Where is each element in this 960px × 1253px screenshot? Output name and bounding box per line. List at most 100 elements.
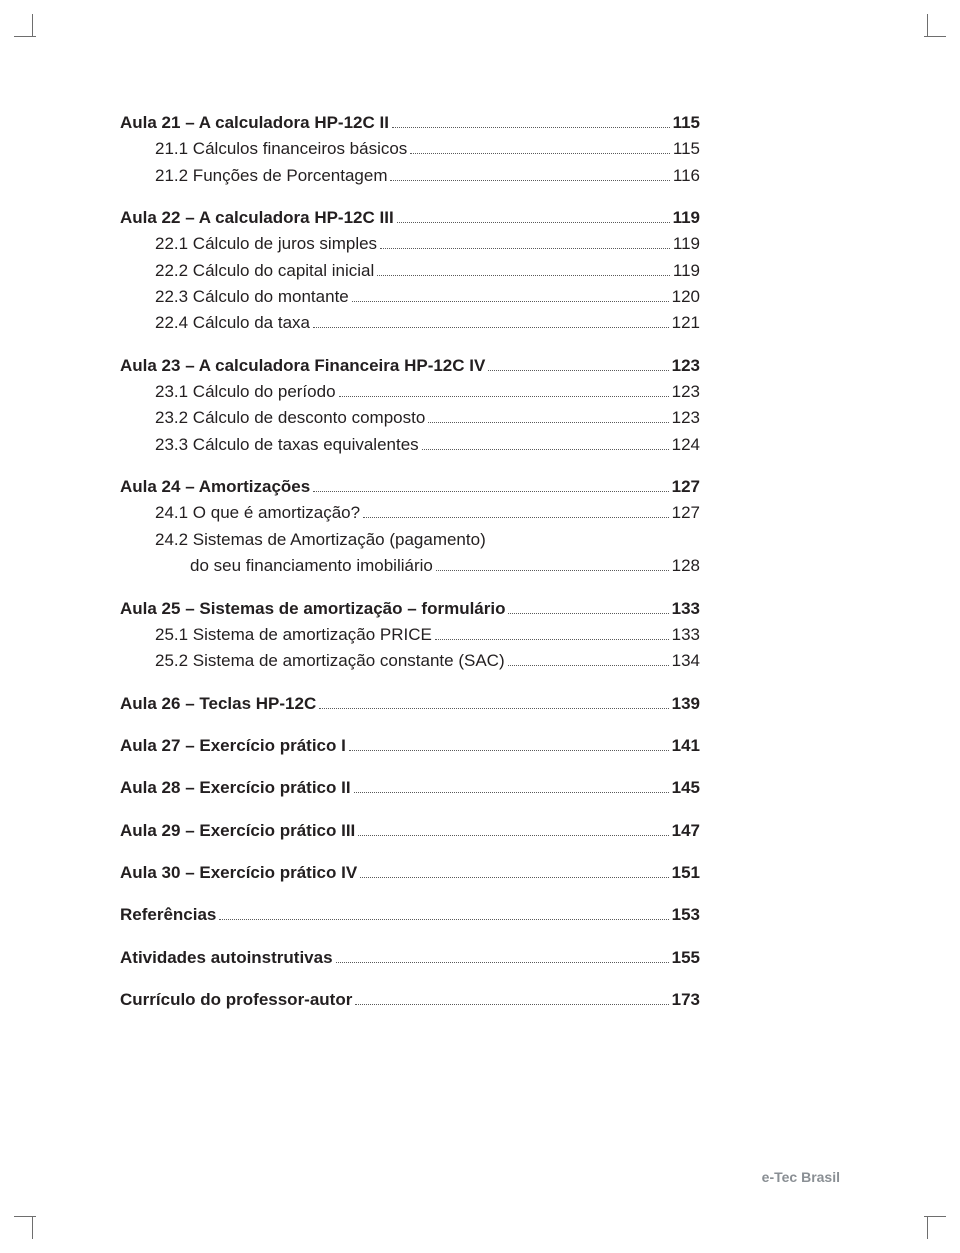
dot-leader bbox=[380, 248, 670, 249]
toc-heading-page: 127 bbox=[672, 474, 700, 500]
toc-heading-row: Aula 28 – Exercício prático II 145 bbox=[120, 775, 700, 801]
toc-item-page: 124 bbox=[672, 432, 700, 458]
toc-group: Aula 26 – Teclas HP-12C139 bbox=[120, 691, 700, 717]
dot-leader bbox=[349, 750, 669, 751]
toc-item-continuation-label: do seu financiamento imobiliário bbox=[190, 553, 433, 579]
toc-group: Aula 27 – Exercício prático I 141 bbox=[120, 733, 700, 759]
toc-item-page: 128 bbox=[672, 553, 700, 579]
toc-group: Currículo do professor-autor 173 bbox=[120, 987, 700, 1013]
dot-leader bbox=[410, 153, 670, 154]
toc-heading-label: Atividades autoinstrutivas bbox=[120, 945, 333, 971]
toc-group: Referências 153 bbox=[120, 902, 700, 928]
toc-item-page: 119 bbox=[673, 231, 700, 257]
dot-leader bbox=[363, 517, 669, 518]
dot-leader bbox=[358, 835, 668, 836]
toc-heading-page: 141 bbox=[672, 733, 700, 759]
toc-heading-label: Aula 27 – Exercício prático I bbox=[120, 733, 346, 759]
toc-heading-label: Aula 22 – A calculadora HP-12C III bbox=[120, 205, 394, 231]
toc-group: Aula 28 – Exercício prático II 145 bbox=[120, 775, 700, 801]
toc-item-label: 21.2 Funções de Porcentagem bbox=[155, 163, 387, 189]
dot-leader bbox=[435, 639, 669, 640]
dot-leader bbox=[508, 613, 668, 614]
toc-heading-label: Aula 21 – A calculadora HP-12C II bbox=[120, 110, 389, 136]
toc-heading-row: Aula 23 – A calculadora Financeira HP-12… bbox=[120, 353, 700, 379]
dot-leader bbox=[354, 792, 669, 793]
dot-leader bbox=[336, 962, 669, 963]
toc-heading-label: Aula 29 – Exercício prático III bbox=[120, 818, 355, 844]
toc-group: Aula 21 – A calculadora HP-12C II11521.1… bbox=[120, 110, 700, 189]
toc-heading-row: Aula 30 – Exercício prático IV 151 bbox=[120, 860, 700, 886]
toc-item-row: 23.1 Cálculo do período123 bbox=[120, 379, 700, 405]
dot-leader bbox=[392, 127, 670, 128]
toc-item-label: 23.2 Cálculo de desconto composto bbox=[155, 405, 425, 431]
toc-item-row: 21.1 Cálculos financeiros básicos115 bbox=[120, 136, 700, 162]
dot-leader bbox=[390, 180, 669, 181]
toc-item-row: 25.2 Sistema de amortização constante (S… bbox=[120, 648, 700, 674]
toc-item-row: 22.2 Cálculo do capital inicial119 bbox=[120, 258, 700, 284]
toc-item-page: 134 bbox=[672, 648, 700, 674]
toc-item-row: 22.3 Cálculo do montante 120 bbox=[120, 284, 700, 310]
dot-leader bbox=[488, 370, 668, 371]
toc-heading-label: Aula 24 – Amortizações bbox=[120, 474, 310, 500]
toc-item-label: 25.1 Sistema de amortização PRICE bbox=[155, 622, 432, 648]
toc-heading-row: Atividades autoinstrutivas155 bbox=[120, 945, 700, 971]
toc-item-continuation-row: do seu financiamento imobiliário 128 bbox=[120, 553, 700, 579]
dot-leader bbox=[352, 301, 669, 302]
toc-heading-page: 153 bbox=[672, 902, 700, 928]
toc-item-row: 25.1 Sistema de amortização PRICE133 bbox=[120, 622, 700, 648]
toc-group: Aula 23 – A calculadora Financeira HP-12… bbox=[120, 353, 700, 458]
toc-item-row: 21.2 Funções de Porcentagem 116 bbox=[120, 163, 700, 189]
toc-heading-row: Aula 24 – Amortizações 127 bbox=[120, 474, 700, 500]
toc-item-row: 24.2 Sistemas de Amortização (pagamento) bbox=[120, 527, 700, 553]
toc-item-page: 127 bbox=[672, 500, 700, 526]
dot-leader bbox=[436, 570, 669, 571]
toc-item-page: 119 bbox=[673, 258, 700, 284]
dot-leader bbox=[428, 422, 668, 423]
dot-leader bbox=[397, 222, 670, 223]
toc-group: Atividades autoinstrutivas155 bbox=[120, 945, 700, 971]
toc-item-row: 24.1 O que é amortização? 127 bbox=[120, 500, 700, 526]
dot-leader bbox=[313, 327, 669, 328]
toc-item-label: 24.1 O que é amortização? bbox=[155, 500, 360, 526]
toc-item-row: 22.1 Cálculo de juros simples 119 bbox=[120, 231, 700, 257]
dot-leader bbox=[219, 919, 668, 920]
toc-heading-page: 115 bbox=[673, 110, 700, 136]
toc-item-page: 120 bbox=[672, 284, 700, 310]
toc-heading-page: 151 bbox=[672, 860, 700, 886]
toc-item-label: 21.1 Cálculos financeiros básicos bbox=[155, 136, 407, 162]
table-of-contents: Aula 21 – A calculadora HP-12C II11521.1… bbox=[120, 110, 700, 1013]
toc-item-label: 22.1 Cálculo de juros simples bbox=[155, 231, 377, 257]
toc-heading-label: Aula 28 – Exercício prático II bbox=[120, 775, 351, 801]
dot-leader bbox=[355, 1004, 668, 1005]
toc-item-label: 25.2 Sistema de amortização constante (S… bbox=[155, 648, 505, 674]
toc-group: Aula 25 – Sistemas de amortização – form… bbox=[120, 596, 700, 675]
toc-heading-page: 173 bbox=[672, 987, 700, 1013]
toc-heading-page: 145 bbox=[672, 775, 700, 801]
crop-mark-tl bbox=[14, 14, 49, 49]
toc-group: Aula 30 – Exercício prático IV 151 bbox=[120, 860, 700, 886]
page: Aula 21 – A calculadora HP-12C II11521.1… bbox=[0, 0, 960, 1253]
toc-group: Aula 29 – Exercício prático III147 bbox=[120, 818, 700, 844]
toc-item-page: 116 bbox=[673, 163, 700, 189]
dot-leader bbox=[508, 665, 669, 666]
toc-item-label: 23.1 Cálculo do período bbox=[155, 379, 336, 405]
dot-leader bbox=[319, 708, 668, 709]
dot-leader bbox=[360, 877, 668, 878]
toc-heading-label: Currículo do professor-autor bbox=[120, 987, 352, 1013]
toc-item-page: 121 bbox=[672, 310, 700, 336]
toc-item-label: 23.3 Cálculo de taxas equivalentes bbox=[155, 432, 419, 458]
toc-heading-label: Aula 30 – Exercício prático IV bbox=[120, 860, 357, 886]
toc-item-label: 22.4 Cálculo da taxa bbox=[155, 310, 310, 336]
toc-heading-row: Aula 21 – A calculadora HP-12C II 115 bbox=[120, 110, 700, 136]
toc-item-row: 22.4 Cálculo da taxa 121 bbox=[120, 310, 700, 336]
dot-leader bbox=[313, 491, 668, 492]
toc-heading-row: Aula 25 – Sistemas de amortização – form… bbox=[120, 596, 700, 622]
toc-heading-label: Referências bbox=[120, 902, 216, 928]
toc-group: Aula 22 – A calculadora HP-12C III11922.… bbox=[120, 205, 700, 337]
toc-heading-page: 133 bbox=[672, 596, 700, 622]
toc-item-label: 22.3 Cálculo do montante bbox=[155, 284, 349, 310]
toc-heading-page: 139 bbox=[672, 691, 700, 717]
toc-heading-page: 123 bbox=[672, 353, 700, 379]
crop-mark-bl bbox=[14, 1204, 49, 1239]
footer-brand: e-Tec Brasil bbox=[762, 1169, 840, 1185]
